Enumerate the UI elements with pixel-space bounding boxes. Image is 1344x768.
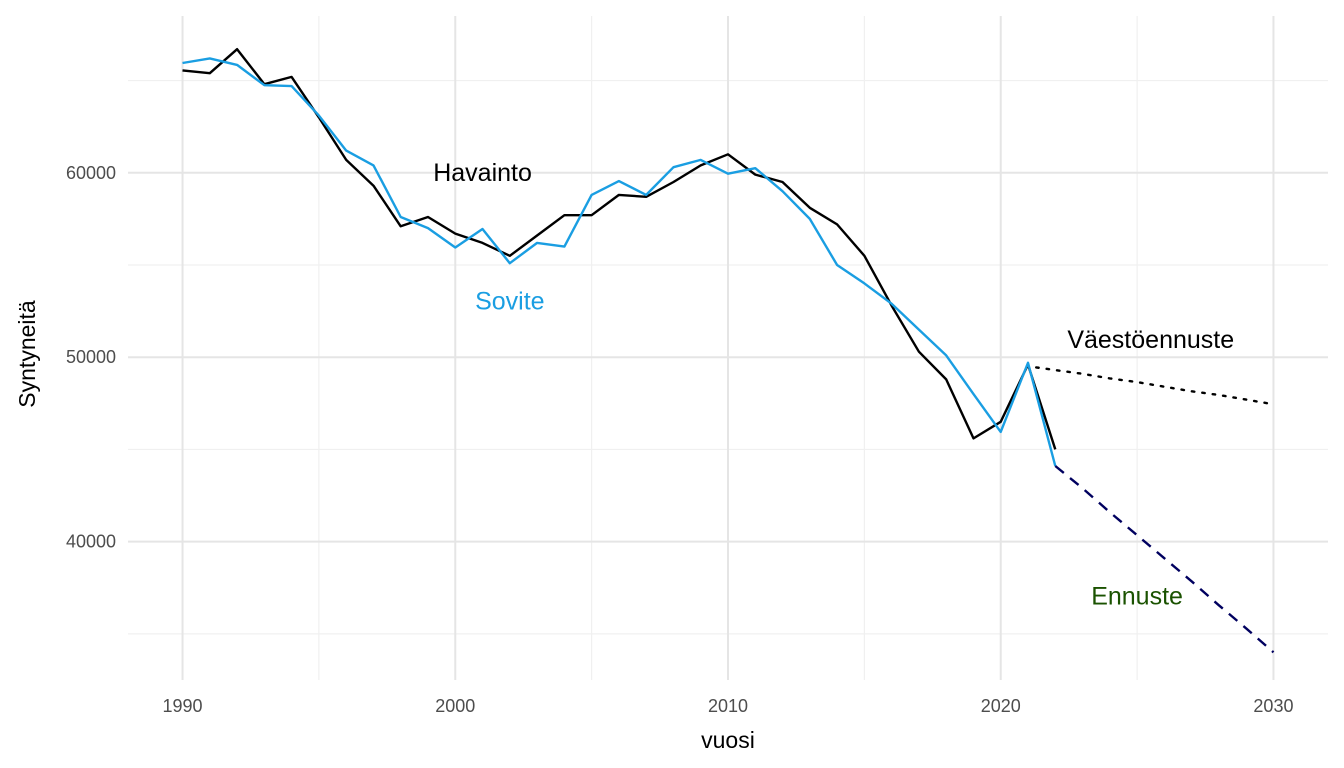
x-tick-label: 1990 (163, 696, 203, 716)
y-tick-label: 60000 (66, 163, 116, 183)
annotations: Havainto Sovite Väestöennuste Ennuste (433, 159, 1234, 610)
series-line-ennuste (1054, 465, 1275, 654)
series-lines (182, 48, 1275, 654)
y-tick-label: 50000 (66, 347, 116, 367)
y-axis-tick-labels: 40000 50000 60000 (66, 163, 116, 552)
series-line-v-est-ennuste (1034, 366, 1275, 406)
series-line-havainto (182, 48, 1057, 450)
y-axis-title: Syntyneitä (14, 300, 40, 408)
x-tick-label: 2030 (1253, 696, 1293, 716)
x-axis-title: vuosi (701, 727, 755, 753)
annotation-label: Havainto (433, 159, 532, 187)
major-gridlines (128, 16, 1328, 680)
annotation-label: Ennuste (1091, 583, 1183, 611)
x-axis-tick-labels: 1990 2000 2010 2020 2030 (163, 696, 1294, 716)
annotation-label: Sovite (475, 287, 544, 315)
y-tick-label: 40000 (66, 532, 116, 552)
x-tick-label: 2010 (708, 696, 748, 716)
x-tick-label: 2000 (435, 696, 475, 716)
annotation-label: Väestöennuste (1067, 326, 1234, 354)
series-line-sovite (182, 57, 1057, 467)
x-tick-label: 2020 (981, 696, 1021, 716)
